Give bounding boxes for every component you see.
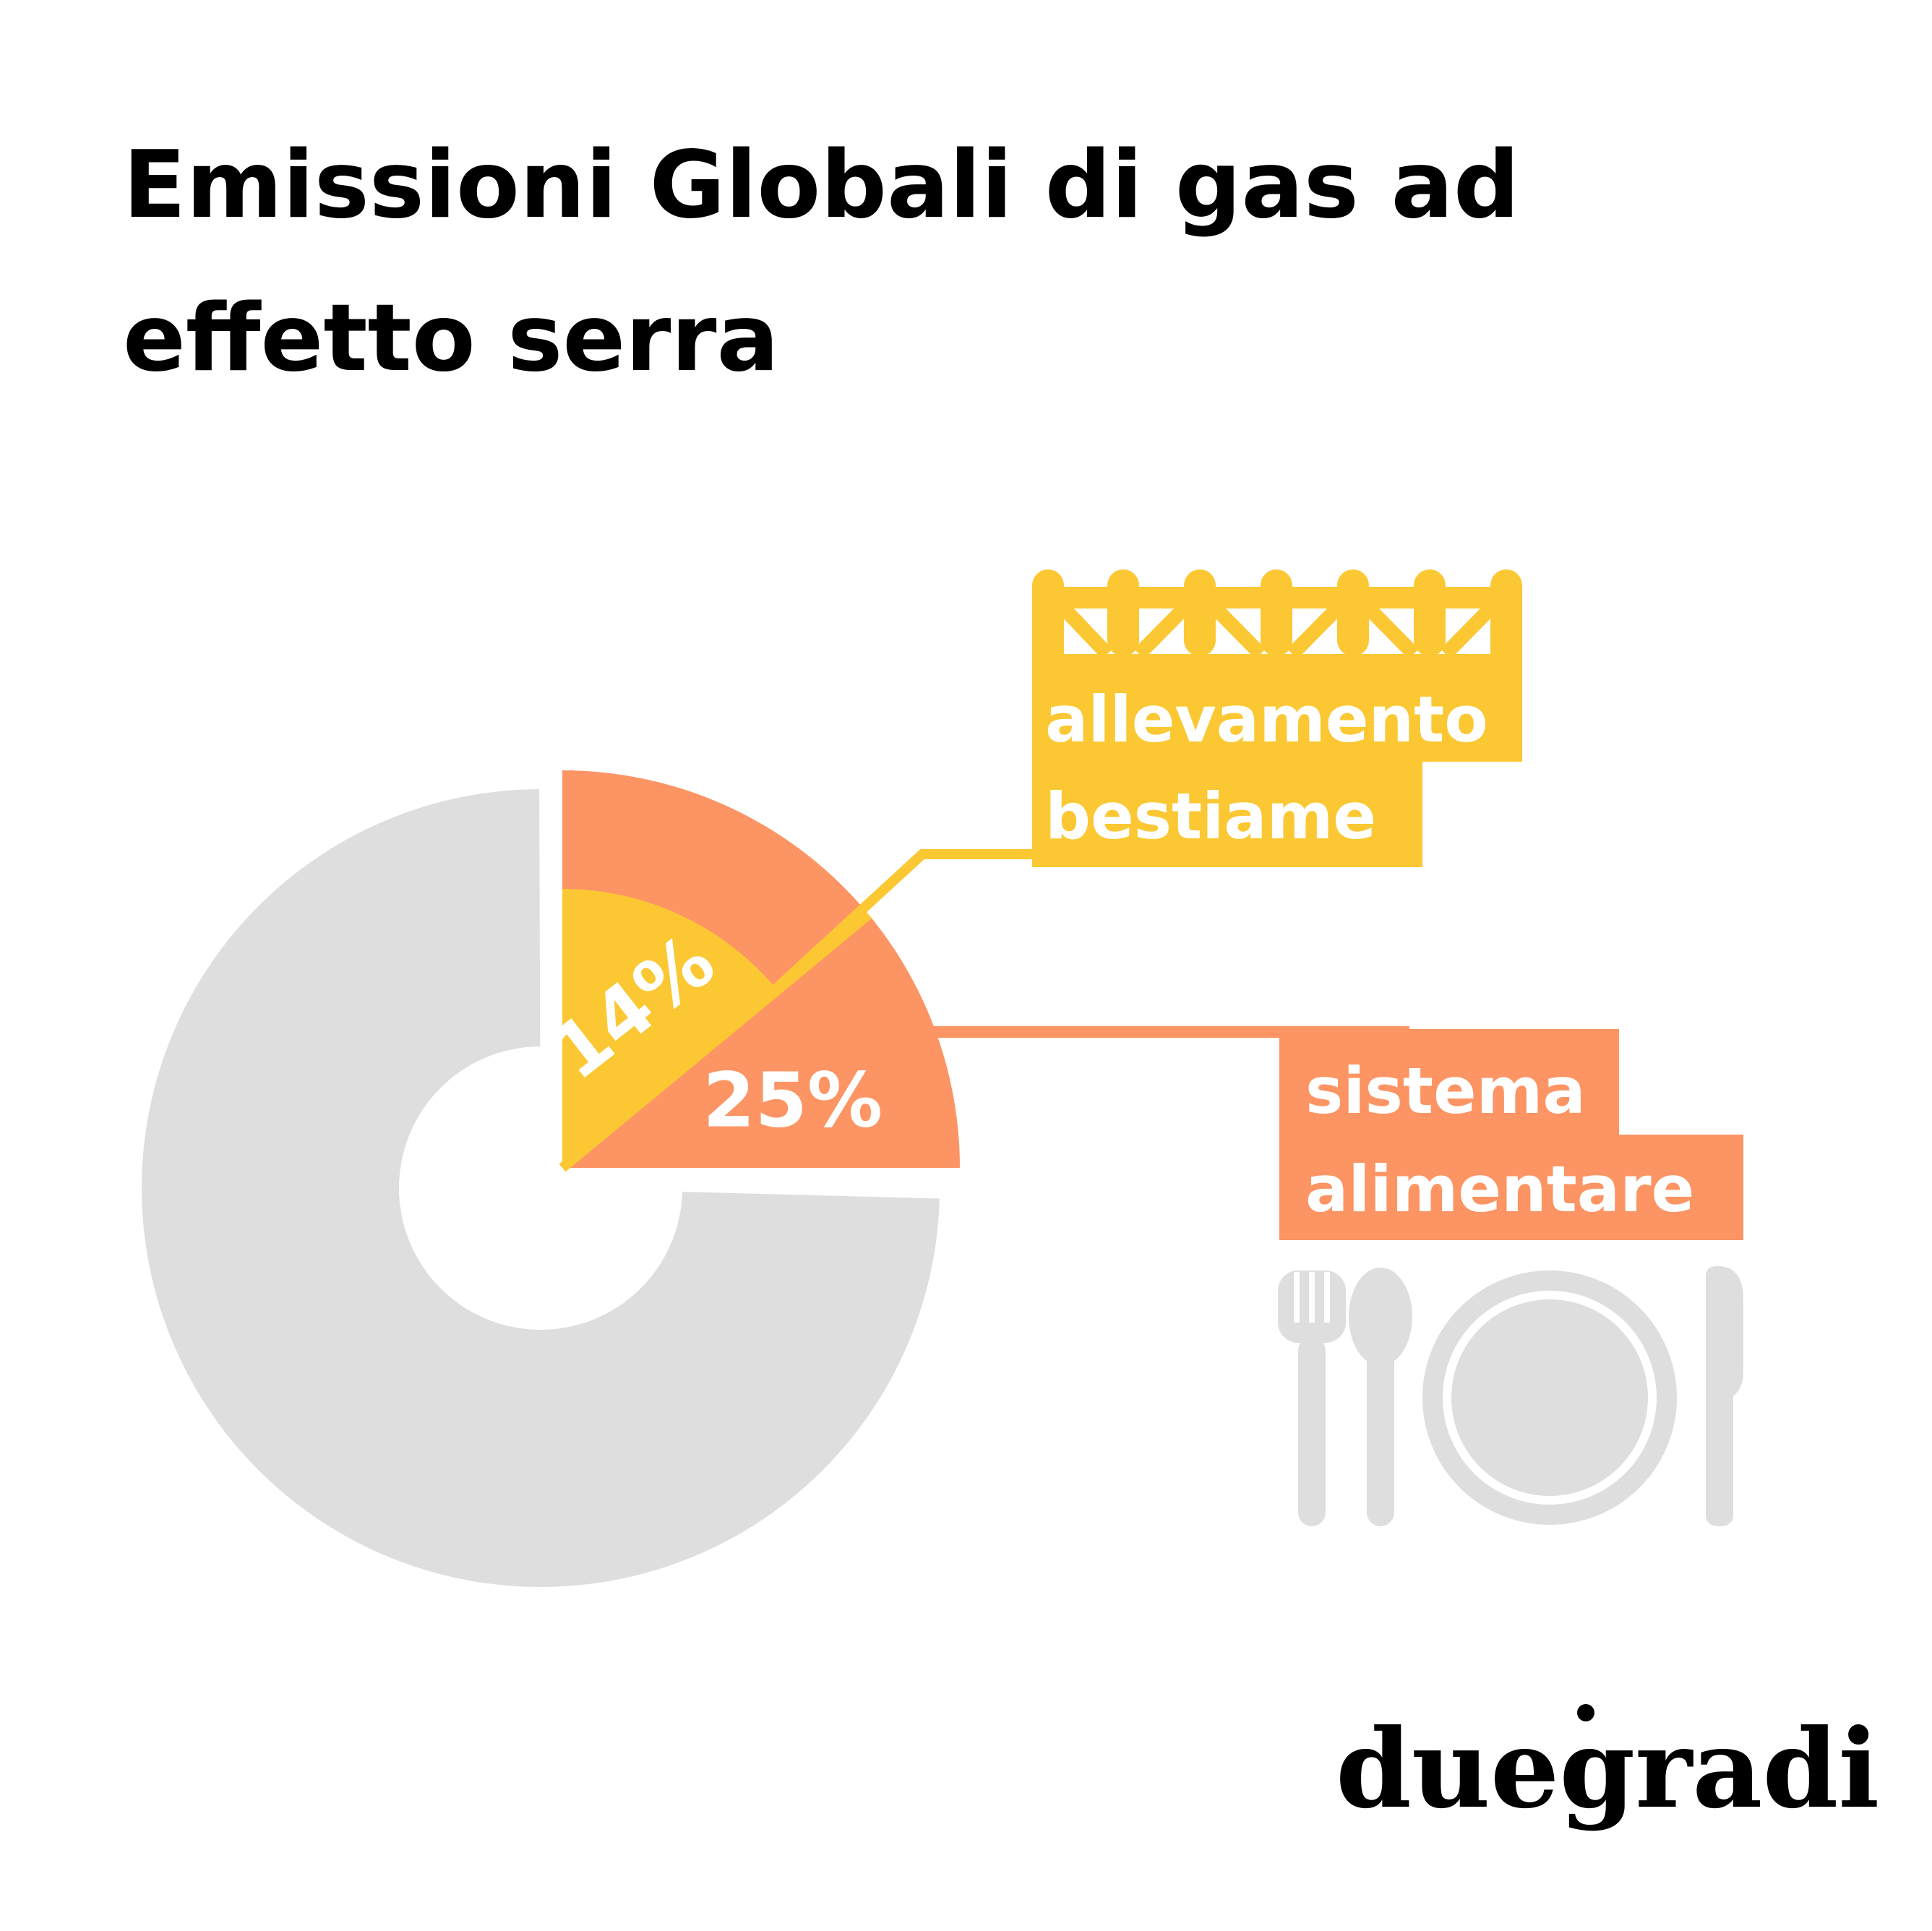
- logo-accent-dot: [1577, 1704, 1594, 1721]
- food-system-label-line-2: alimentare: [1305, 1152, 1694, 1226]
- livestock-label-line-2: bestiame: [1045, 779, 1376, 853]
- food-system-label-box: [1279, 1029, 1743, 1240]
- knife-icon: [1706, 1266, 1743, 1526]
- livestock-label-box: [1032, 676, 1522, 867]
- data-label-food-system: 25%: [703, 1057, 883, 1145]
- slice-livestock: [562, 889, 778, 1168]
- logo: duegradi: [1336, 1706, 1879, 1833]
- leader-line-livestock: [765, 849, 1041, 999]
- fence-cross-braces: [1058, 603, 1496, 660]
- food-system-label-line-1: sistema: [1305, 1054, 1586, 1128]
- spoon-icon: [1349, 1268, 1412, 1526]
- plate-and-cutlery-icon: [1278, 1266, 1743, 1526]
- slice-remaining-emissions: [142, 789, 940, 1588]
- livestock-label-line-1: allevamento: [1045, 682, 1488, 757]
- chart-title-line-2: effetto serra: [123, 285, 779, 392]
- plate-icon: [1422, 1270, 1677, 1525]
- chart-title-line-1: Emissioni Globali di gas ad: [123, 132, 1519, 239]
- donut-chart: 14%25%: [142, 770, 960, 1588]
- fork-tines: [1294, 1272, 1330, 1323]
